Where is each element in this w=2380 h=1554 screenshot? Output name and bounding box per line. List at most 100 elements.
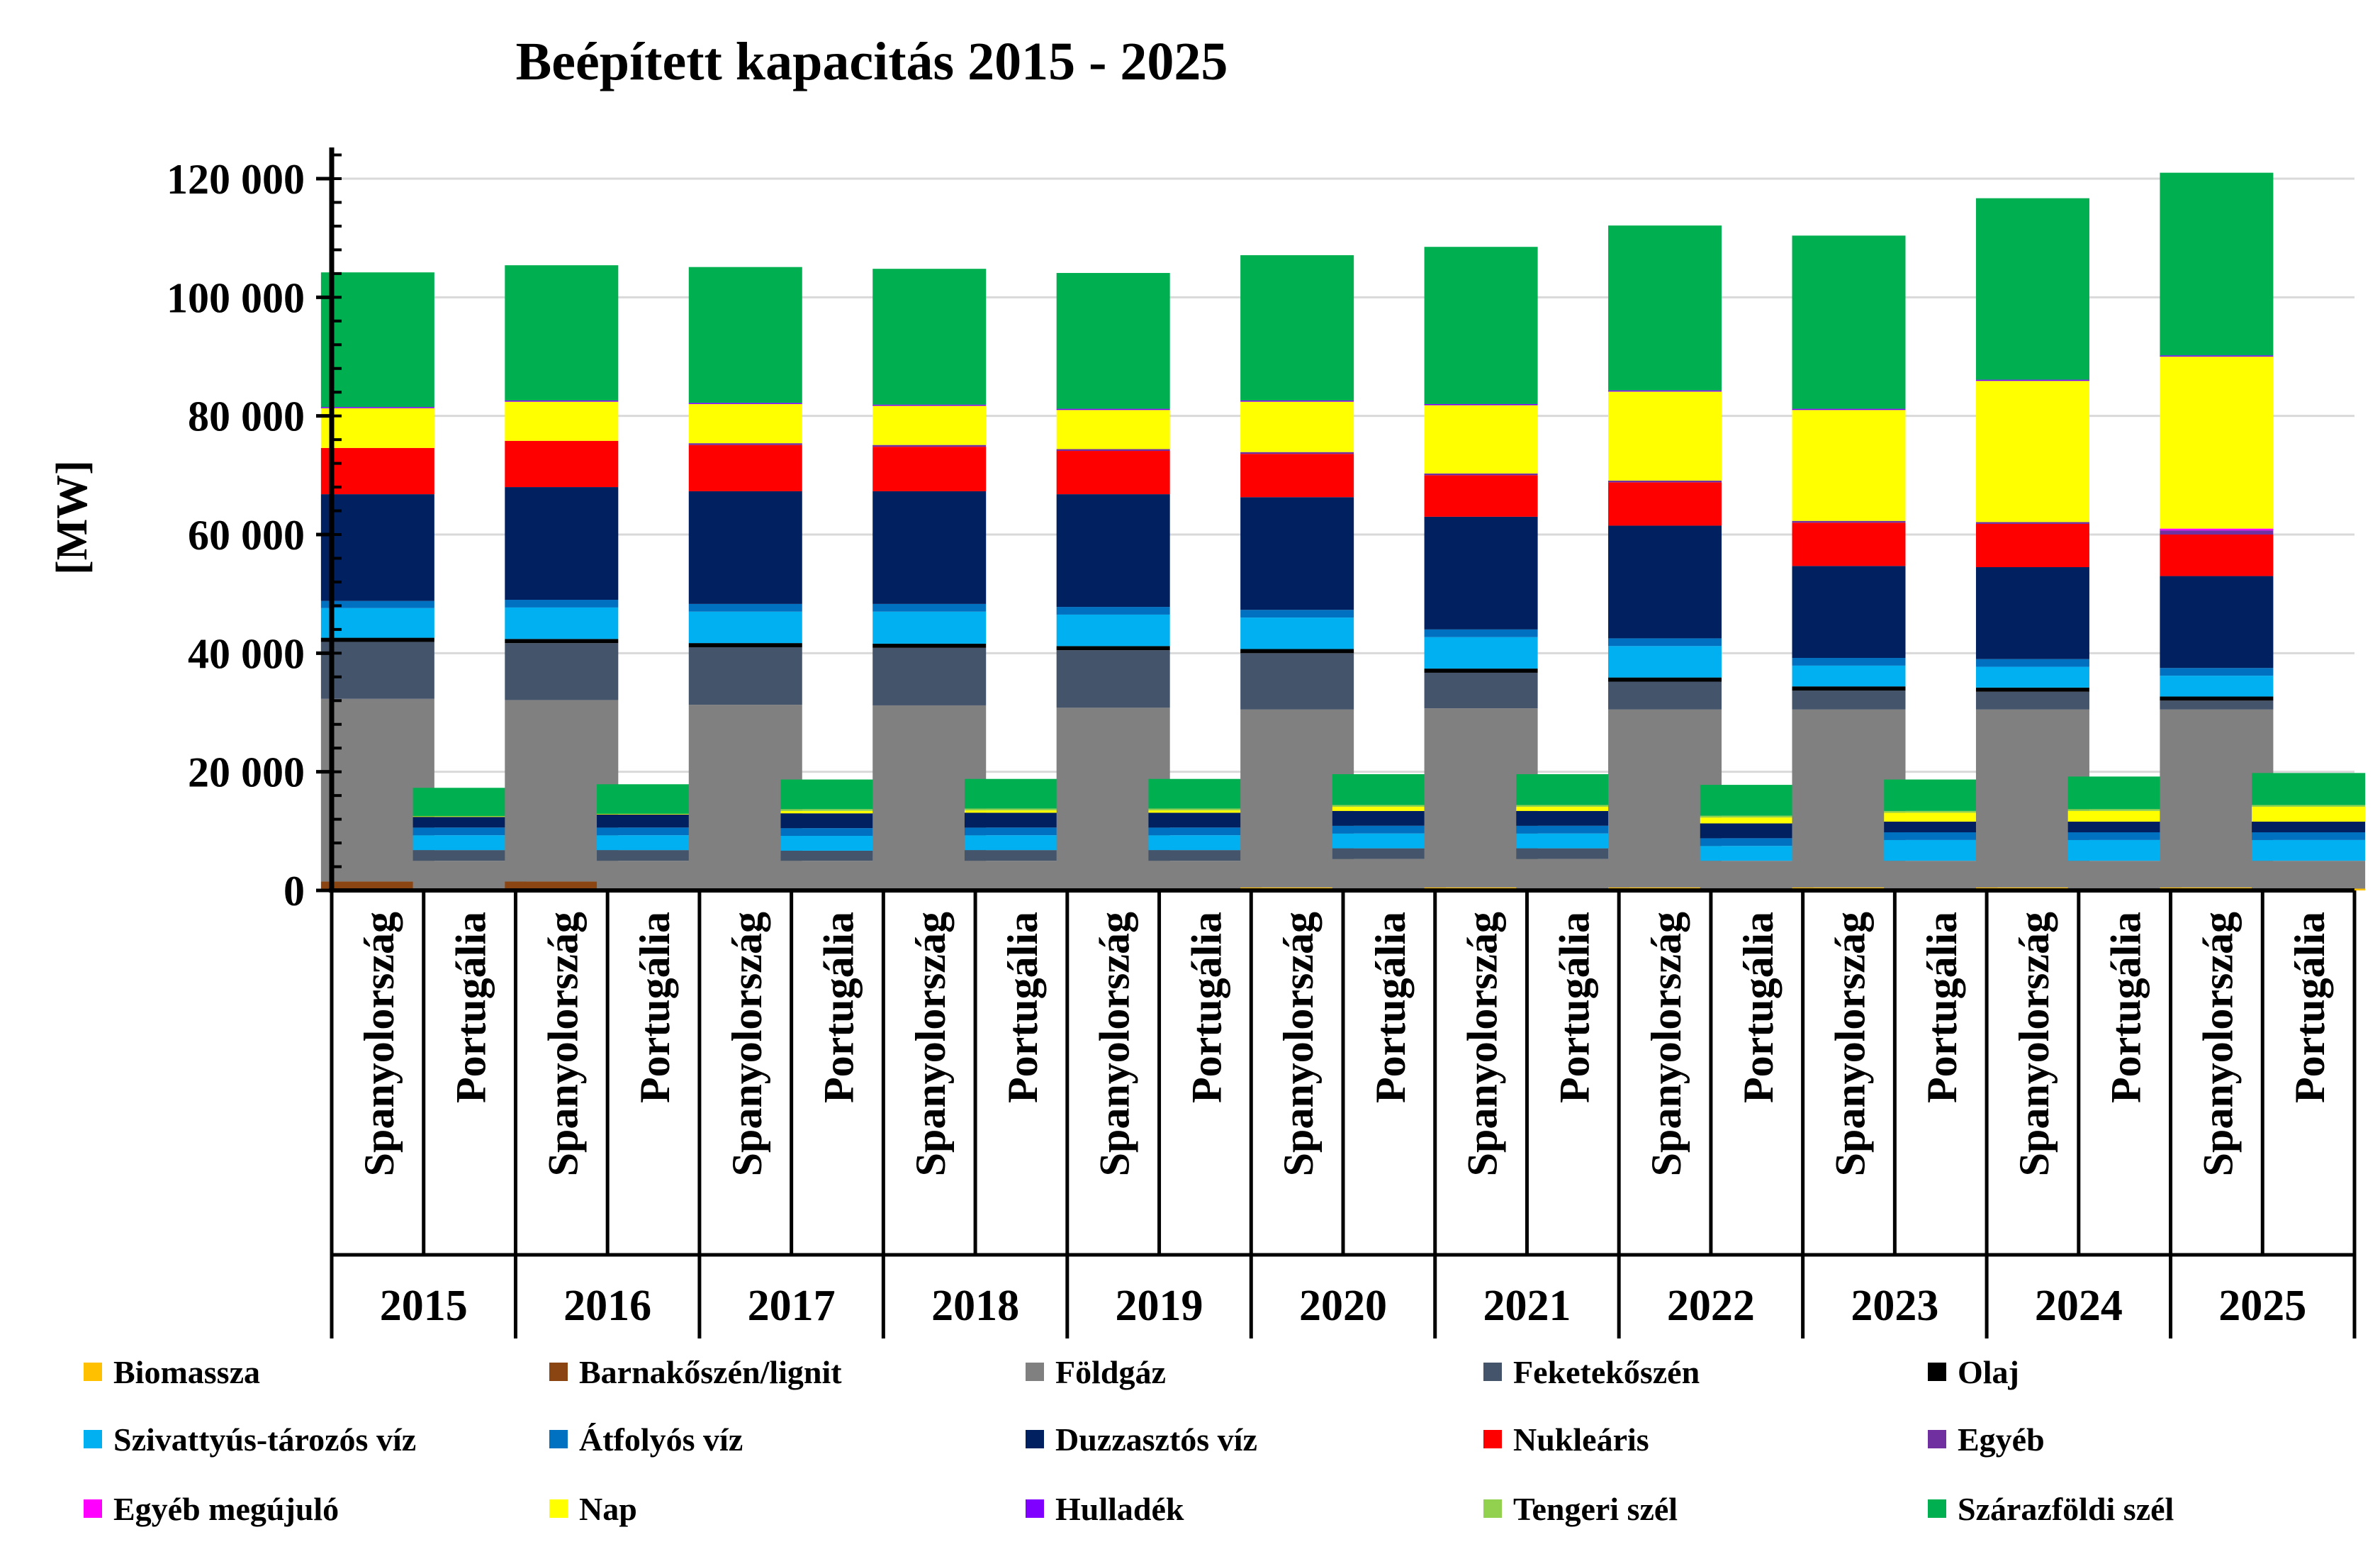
- bar-segment-nap-2020-es: [1240, 401, 1354, 452]
- y-axis-label: [MW]: [48, 460, 96, 575]
- bar-segment-nap-2024-pt: [2067, 810, 2182, 822]
- y-tick-label: 0: [284, 868, 305, 915]
- bar-segment-olaj-2021-es: [1424, 669, 1538, 673]
- country-label-pt: Portugália: [1183, 912, 1230, 1103]
- bar-segment-nap-2025-es: [2160, 357, 2274, 529]
- bar-segment-feketekoszen-2016-pt: [597, 850, 711, 861]
- bar-segment-duzzasztos-viz-2018-es: [872, 491, 987, 604]
- bar-segment-barnakoszen-lignit-2016-es: [505, 881, 619, 890]
- bar-segment-duzzasztos-viz-2022-es: [1608, 525, 1722, 639]
- bar-segment-atfolyos-viz-2018-pt: [964, 827, 1078, 836]
- bar-segment-szarazfoldi-szel-2016-es: [505, 265, 619, 401]
- country-label-pt: Portugália: [1735, 912, 1782, 1103]
- bar-segment-duzzasztos-viz-2017-es: [688, 491, 802, 604]
- bar-segment-nuklearis-2021-es: [1424, 475, 1538, 517]
- bar-segment-nap-2016-es: [505, 401, 619, 441]
- bar-segment-nap-2015-pt: [412, 816, 527, 817]
- bar-segment-nuklearis-2019-es: [1056, 451, 1170, 495]
- bar-segment-nap-2025-pt: [2252, 807, 2366, 822]
- bar-segment-atfolyos-viz-2022-es: [1608, 638, 1722, 647]
- bar-segment-szarazfoldi-szel-2020-es: [1240, 255, 1354, 401]
- year-label: 2015: [380, 1282, 468, 1330]
- bar-segment-nap-2021-es: [1424, 405, 1538, 474]
- bar-segment-szarazfoldi-szel-2018-es: [872, 269, 987, 405]
- bar-segment-duzzasztos-viz-2020-pt: [1332, 810, 1446, 826]
- bar-segment-duzzasztos-viz-2016-pt: [597, 814, 711, 828]
- bar-segment-atfolyos-viz-2019-pt: [1148, 827, 1262, 836]
- legend-label-egyeb: Egyéb: [1958, 1421, 2045, 1458]
- bar-segment-szarazfoldi-szel-2023-es: [1792, 235, 1906, 409]
- bar-segment-egyeb-megujulo-2025-es: [2160, 528, 2274, 531]
- year-label: 2016: [563, 1282, 651, 1330]
- bar-segment-szivattyus-tarozos-viz-2020-pt: [1332, 833, 1446, 849]
- bar-segment-duzzasztos-viz-2024-es: [1975, 567, 2089, 659]
- bar-segment-duzzasztos-viz-2018-pt: [964, 812, 1078, 828]
- year-label: 2021: [1483, 1282, 1571, 1330]
- country-label-pt: Portugália: [999, 912, 1046, 1103]
- bar-segment-szivattyus-tarozos-viz-2019-es: [1056, 614, 1170, 647]
- bar-segment-duzzasztos-viz-2021-pt: [1516, 810, 1630, 826]
- bar-segment-feketekoszen-2015-pt: [412, 850, 527, 861]
- bar-segment-nuklearis-2020-es: [1240, 454, 1354, 498]
- legend-label-foldgaz: Földgáz: [1055, 1354, 1166, 1390]
- bar-segment-nuklearis-2018-es: [872, 447, 987, 491]
- bar-segment-szivattyus-tarozos-viz-2022-pt: [1700, 846, 1814, 861]
- bar-segment-nap-2017-es: [688, 403, 802, 444]
- bar-segment-tengeri-szel-2019-pt: [1148, 808, 1262, 811]
- y-tick-label: 60 000: [188, 512, 305, 559]
- country-label-es: Spanyolország: [724, 912, 770, 1176]
- bar-segment-egyeb-2019-es: [1056, 449, 1170, 452]
- bar-segment-tengeri-szel-2018-pt: [964, 808, 1078, 811]
- bar-segment-duzzasztos-viz-2021-es: [1424, 516, 1538, 630]
- bar-segment-feketekoszen-2018-es: [872, 647, 987, 705]
- bar-segment-nuklearis-2017-es: [688, 445, 802, 491]
- bar-segment-feketekoszen-2021-pt: [1516, 848, 1630, 859]
- bar-segment-hulladek-2024-es: [1975, 379, 2089, 381]
- bar-segment-nuklearis-2025-es: [2160, 535, 2274, 576]
- bar-segment-szivattyus-tarozos-viz-2018-pt: [964, 835, 1078, 851]
- country-label-es: Spanyolország: [1459, 912, 1506, 1176]
- year-label: 2025: [2218, 1282, 2306, 1330]
- country-label-pt: Portugália: [448, 912, 495, 1103]
- bar-segment-hulladek-2018-es: [872, 404, 987, 406]
- bar-segment-olaj-2015-es: [320, 637, 434, 642]
- bar-segment-szarazfoldi-szel-2025-pt: [2252, 773, 2366, 805]
- bar-segment-tengeri-szel-2017-pt: [780, 809, 894, 811]
- bar-segment-szarazfoldi-szel-2017-es: [688, 267, 802, 403]
- bar-segment-tengeri-szel-2022-pt: [1700, 815, 1814, 818]
- bar-segment-feketekoszen-2017-pt: [780, 850, 894, 861]
- bar-segment-nap-2019-es: [1056, 410, 1170, 449]
- y-axis-ticks: 0 20 000 40 000 60 000 80 000 100 000 120 000: [167, 153, 342, 915]
- country-label-es: Spanyolország: [2194, 912, 2241, 1176]
- bar-segment-szarazfoldi-szel-2022-es: [1608, 225, 1722, 391]
- y-tick-label: 40 000: [188, 630, 305, 677]
- bar-segment-szivattyus-tarozos-viz-2015-pt: [412, 835, 527, 851]
- bar-segment-tengeri-szel-2021-pt: [1516, 805, 1630, 807]
- country-label-es: Spanyolország: [539, 912, 586, 1176]
- bar-segment-atfolyos-viz-2015-es: [320, 600, 434, 608]
- bar-segment-nuklearis-2022-es: [1608, 482, 1722, 526]
- chart-title: Beépített kapacitás 2015 - 2025: [516, 32, 1228, 91]
- bar-segment-hulladek-2020-es: [1240, 400, 1354, 402]
- bar-segment-atfolyos-viz-2017-pt: [780, 828, 894, 837]
- bar-segment-szivattyus-tarozos-viz-2025-es: [2160, 676, 2274, 697]
- year-label: 2019: [1116, 1282, 1203, 1330]
- bar-segment-feketekoszen-2019-es: [1056, 650, 1170, 708]
- bar-segment-nuklearis-2023-es: [1792, 522, 1906, 566]
- legend-swatch-egyeb: [1928, 1430, 1946, 1448]
- legend-label-hulladek: Hulladék: [1055, 1491, 1184, 1527]
- y-tick-label: 80 000: [188, 393, 305, 440]
- bar-segment-hulladek-2019-es: [1056, 408, 1170, 410]
- bar-segment-egyeb-2024-es: [1975, 522, 2089, 524]
- year-label: 2022: [1667, 1282, 1755, 1330]
- bar-segment-atfolyos-viz-2024-pt: [2067, 832, 2182, 840]
- bar-segment-szivattyus-tarozos-viz-2016-pt: [597, 835, 711, 851]
- bar-segment-hulladek-2017-es: [688, 403, 802, 404]
- bar-segment-foldgaz-2025-pt: [2252, 861, 2366, 889]
- bar-segment-szivattyus-tarozos-viz-2020-es: [1240, 617, 1354, 649]
- bar-segment-atfolyos-viz-2020-es: [1240, 610, 1354, 618]
- country-label-es: Spanyolország: [356, 912, 403, 1176]
- bar-segment-szivattyus-tarozos-viz-2023-es: [1792, 665, 1906, 687]
- bar-segment-olaj-2018-es: [872, 643, 987, 648]
- bar-segment-szivattyus-tarozos-viz-2017-pt: [780, 836, 894, 851]
